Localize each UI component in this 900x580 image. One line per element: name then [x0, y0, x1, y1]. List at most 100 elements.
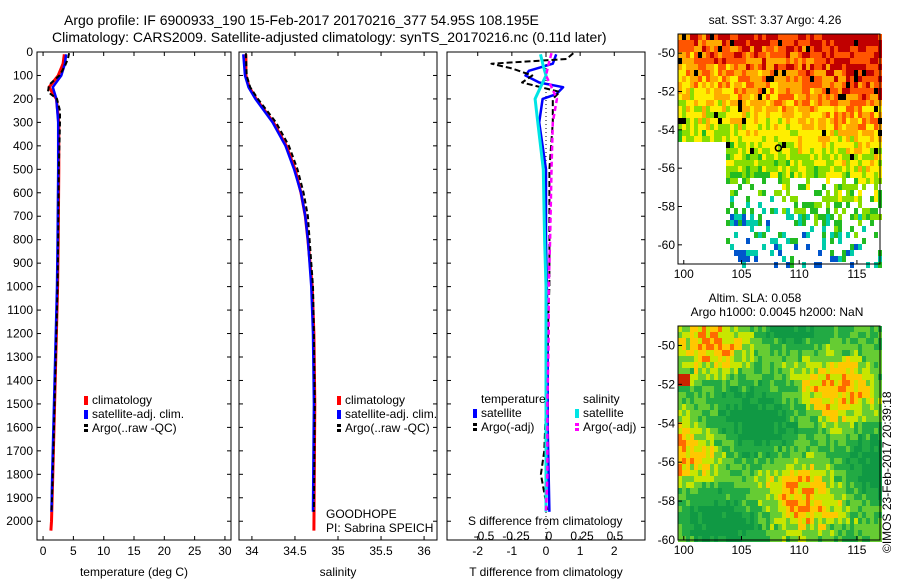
map-x-tick-label: 115 [847, 543, 866, 557]
map-y-tick-label: -58 [658, 200, 676, 214]
map-y-tick-label: -54 [658, 416, 676, 430]
top-axis-label: S difference from climatology [468, 514, 623, 528]
y-tick-label: 200 [13, 92, 33, 106]
legend-label: satellite-adj. clim. [345, 407, 437, 421]
axes-frame-salinity [238, 51, 438, 541]
sla-map-title: Altim. SLA: 0.058 [709, 291, 802, 305]
top-tick-label: 0.25 [570, 529, 594, 543]
y-tick-label: 100 [13, 68, 33, 82]
map-y-tick-label: -58 [658, 494, 676, 508]
y-tick-label: 1400 [6, 373, 33, 387]
y-tick-label: 300 [13, 115, 33, 129]
x-tick-label: 34.5 [283, 544, 307, 558]
argo-position-marker [774, 144, 783, 152]
x-axis-label: T difference from climatology [469, 565, 623, 579]
map-x-tick-label: 110 [790, 543, 809, 557]
x-tick-label: 20 [158, 544, 172, 558]
x-tick-label: 15 [127, 544, 141, 558]
legend-label: satellite-adj. clim. [92, 407, 184, 421]
plot-title-line1: Argo profile: IF 6900933_190 15-Feb-2017… [64, 12, 539, 28]
top-tick-label: -0.25 [502, 529, 530, 543]
x-axis-label: temperature (deg C) [80, 565, 188, 579]
legend-label: satellite [583, 406, 624, 420]
x-tick-label: 30 [218, 544, 232, 558]
x-tick-label: 5 [70, 544, 77, 558]
legend-label: climatology [345, 393, 405, 407]
top-tick-label: 0 [546, 529, 553, 543]
series-line [242, 54, 316, 512]
axes-frame-temperature [36, 51, 232, 541]
map-y-tick-label: -60 [658, 238, 676, 252]
y-tick-label: 700 [13, 209, 33, 223]
y-tick-label: 600 [13, 186, 33, 200]
map-y-tick-label: -50 [658, 46, 676, 60]
x-tick-label: 35 [331, 544, 345, 558]
y-tick-label: 1800 [6, 467, 33, 481]
legend-label: Argo(-adj) [481, 420, 534, 434]
y-tick-label: 1100 [7, 303, 33, 317]
legend-label: Argo(..raw -QC) [92, 421, 177, 435]
y-tick-label: 0 [26, 45, 33, 59]
map-cells-sla-map [678, 326, 882, 542]
x-tick-label: -1 [507, 544, 518, 558]
x-tick-label: 34 [245, 544, 259, 558]
map-y-tick-label: -52 [658, 377, 676, 391]
x-tick-label: 10 [97, 544, 111, 558]
x-axis-label: salinity [320, 565, 357, 579]
map-y-tick-label: -50 [658, 338, 676, 352]
map-x-tick-label: 115 [847, 267, 866, 281]
y-tick-label: 2000 [6, 514, 33, 528]
y-tick-label: 800 [13, 233, 33, 247]
map-x-tick-label: 100 [674, 267, 694, 281]
map-x-tick-label: 105 [731, 267, 751, 281]
y-tick-label: 1000 [6, 280, 33, 294]
x-tick-label: 2 [611, 544, 618, 558]
x-tick-label: 36 [417, 544, 431, 558]
legend-label: Argo(..raw -QC) [345, 421, 430, 435]
y-tick-label: 1300 [6, 350, 33, 364]
x-tick-label: 35.5 [369, 544, 393, 558]
float-project-label: GOODHOPE [326, 507, 397, 521]
legend-label: Argo(-adj) [583, 420, 636, 434]
map-cells-sst-map [678, 34, 882, 268]
map-x-tick-label: 105 [731, 543, 751, 557]
series-line [46, 52, 71, 512]
legend-title: salinity [583, 392, 620, 406]
legend-title: temperature [481, 392, 546, 406]
legend-label: satellite [481, 406, 522, 420]
y-tick-label: 1600 [6, 420, 33, 434]
y-tick-label: 1500 [6, 397, 33, 411]
map-frame-sst-map [677, 33, 881, 265]
y-tick-label: 400 [13, 139, 33, 153]
x-tick-label: 1 [577, 544, 584, 558]
y-tick-label: 500 [13, 162, 33, 176]
plot-title-line2: Climatology: CARS2009. Satellite-adjuste… [52, 29, 607, 45]
series-line [533, 53, 548, 512]
map-x-tick-label: 110 [790, 267, 809, 281]
top-tick-label: 0.5 [607, 529, 624, 543]
series-line [544, 52, 559, 512]
map-y-tick-label: -54 [658, 123, 676, 137]
map-x-tick-label: 100 [674, 543, 694, 557]
top-tick-label: -0.5 [474, 529, 495, 543]
x-tick-label: -2 [472, 544, 483, 558]
x-tick-label: 0 [543, 544, 550, 558]
legend-label: climatology [92, 393, 152, 407]
map-y-tick-label: -56 [658, 455, 676, 469]
map-y-tick-label: -52 [658, 85, 676, 99]
map-y-tick-label: -56 [658, 161, 676, 175]
sst-map-title: sat. SST: 3.37 Argo: 4.26 [709, 13, 842, 27]
map-y-tick-label: -60 [658, 533, 676, 547]
series-line [244, 53, 316, 512]
y-tick-label: 1700 [6, 444, 33, 458]
y-tick-label: 1200 [6, 327, 33, 341]
principal-investigator-label: PI: Sabrina SPEICH [326, 521, 433, 535]
x-tick-label: 25 [188, 544, 202, 558]
credit-text: ©IMOS 23-Feb-2017 20:39:18 [880, 391, 894, 553]
sla-map-subtitle: Argo h1000: 0.0045 h2000: NaN [691, 305, 864, 319]
y-tick-label: 1900 [6, 491, 33, 505]
y-tick-label: 900 [13, 256, 33, 270]
map-frame-sla-map [677, 325, 881, 541]
x-tick-label: 0 [40, 544, 47, 558]
